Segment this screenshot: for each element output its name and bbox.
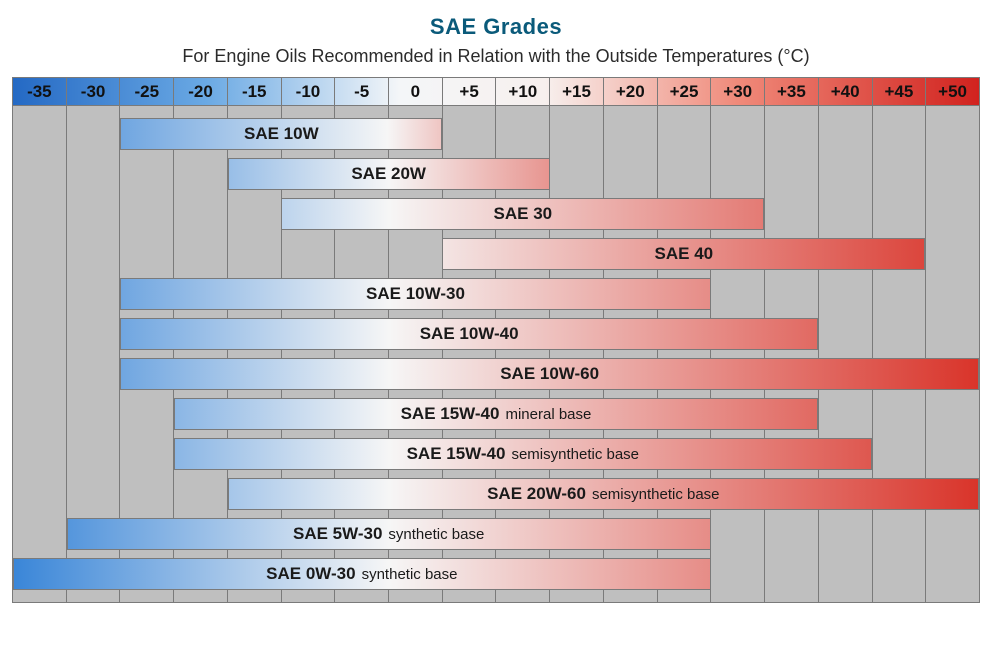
temp-header-cell: +35: [765, 78, 819, 106]
temp-header-cell: -35: [13, 78, 67, 106]
grade-label: SAE 10W: [244, 124, 319, 144]
temp-header-cell: -15: [228, 78, 282, 106]
grade-row: SAE 20W: [13, 154, 979, 194]
temp-header-cell: +25: [658, 78, 712, 106]
grade-label: SAE 10W-30: [366, 284, 465, 304]
grade-row: SAE 15W-40 mineral base: [13, 394, 979, 434]
temp-header-cell: +50: [926, 78, 979, 106]
temp-header-cell: +40: [819, 78, 873, 106]
grade-bar: SAE 30: [281, 198, 764, 230]
grade-label: SAE 10W-40: [420, 324, 519, 344]
chart-title: SAE Grades: [4, 14, 988, 40]
temperature-header-row: -35-30-25-20-15-10-50+5+10+15+20+25+30+3…: [13, 78, 979, 106]
grade-row: SAE 20W-60 semisynthetic base: [13, 474, 979, 514]
temp-header-cell: 0: [389, 78, 443, 106]
grade-bar: SAE 15W-40 semisynthetic base: [174, 438, 872, 470]
spacer: [13, 106, 979, 114]
grade-note: synthetic base: [362, 566, 458, 583]
grade-note: semisynthetic base: [511, 446, 639, 463]
temp-header-cell: +20: [604, 78, 658, 106]
grade-row: SAE 30: [13, 194, 979, 234]
grade-label: SAE 10W-60: [500, 364, 599, 384]
grade-label: SAE 20W: [351, 164, 426, 184]
temp-header-cell: -25: [120, 78, 174, 106]
grade-row: SAE 10W-40: [13, 314, 979, 354]
grade-bar: SAE 10W-30: [120, 278, 710, 310]
grade-row: SAE 10W-60: [13, 354, 979, 394]
grade-label: SAE 30: [494, 204, 553, 224]
temp-header-cell: -20: [174, 78, 228, 106]
grade-bar: SAE 0W-30 synthetic base: [13, 558, 711, 590]
grade-bar: SAE 15W-40 mineral base: [174, 398, 818, 430]
temp-header-cell: +10: [496, 78, 550, 106]
grade-label: SAE 40: [655, 244, 714, 264]
grade-note: mineral base: [505, 406, 591, 423]
grade-bar: SAE 10W-40: [120, 318, 818, 350]
grade-note: synthetic base: [388, 526, 484, 543]
chart-body: SAE 10W SAE 20W SAE 30 SAE 40 SAE 10W-30 SAE …: [13, 106, 979, 602]
temp-header-cell: +5: [443, 78, 497, 106]
grade-label: SAE 20W-60: [487, 484, 586, 504]
grade-note: semisynthetic base: [592, 486, 720, 503]
grade-bar: SAE 40: [442, 238, 925, 270]
grade-row: SAE 10W-30: [13, 274, 979, 314]
grade-row: SAE 0W-30 synthetic base: [13, 554, 979, 594]
grade-bar: SAE 5W-30 synthetic base: [67, 518, 711, 550]
grade-label: SAE 15W-40: [401, 404, 500, 424]
grade-row: SAE 15W-40 semisynthetic base: [13, 434, 979, 474]
grade-bar: SAE 10W-60: [120, 358, 979, 390]
grade-label: SAE 15W-40: [407, 444, 506, 464]
grade-bar: SAE 20W: [228, 158, 550, 190]
grade-row: SAE 10W: [13, 114, 979, 154]
chart-container: -35-30-25-20-15-10-50+5+10+15+20+25+30+3…: [12, 77, 980, 603]
grade-bar: SAE 20W-60 semisynthetic base: [228, 478, 979, 510]
temp-header-cell: -30: [67, 78, 121, 106]
temp-header-cell: -10: [282, 78, 336, 106]
temp-header-cell: -5: [335, 78, 389, 106]
spacer: [13, 594, 979, 602]
grade-label: SAE 0W-30: [266, 564, 355, 584]
grade-row: SAE 5W-30 synthetic base: [13, 514, 979, 554]
grade-row: SAE 40: [13, 234, 979, 274]
page: SAE Grades For Engine Oils Recommended i…: [0, 0, 992, 663]
temp-header-cell: +30: [711, 78, 765, 106]
chart-subtitle: For Engine Oils Recommended in Relation …: [4, 46, 988, 67]
grade-bar: SAE 10W: [120, 118, 442, 150]
grade-label: SAE 5W-30: [293, 524, 382, 544]
temp-header-cell: +45: [873, 78, 927, 106]
temp-header-cell: +15: [550, 78, 604, 106]
